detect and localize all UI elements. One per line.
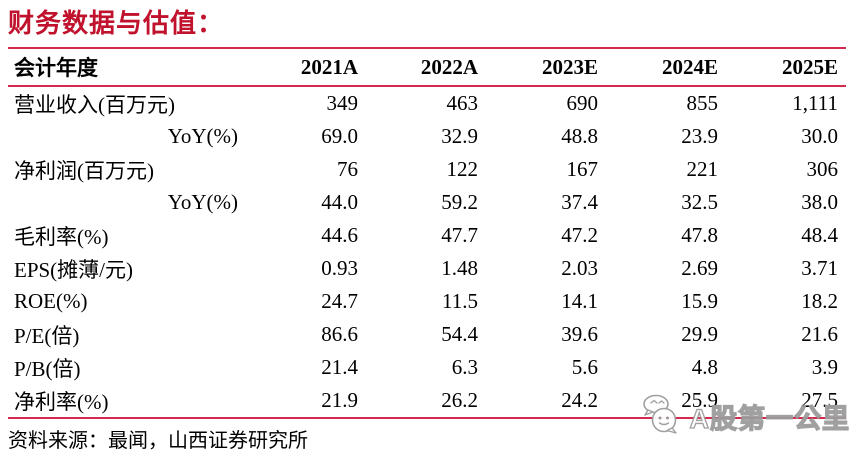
cell-value: 47.2 [561,223,598,247]
table-row: YoY(%) 69.0 32.9 48.8 23.9 30.0 [8,120,846,153]
cell-value: 1,111 [792,91,838,115]
cell-value: 6.3 [451,355,478,379]
cell-value: 5.6 [571,355,598,379]
cell-value: 54.4 [441,322,478,346]
cell-value: 30.0 [801,124,838,148]
cell-value: 24.2 [561,388,598,412]
cell-value: 167 [566,157,599,181]
cell-value: 23.9 [681,124,718,148]
cell-value: 38.0 [801,190,838,214]
cell-value: 2.69 [681,256,718,280]
cell-value: 463 [446,91,479,115]
cell-value: 39.6 [561,322,598,346]
table-row: P/B(倍) 21.4 6.3 5.6 4.8 3.9 [8,351,846,384]
cell-value: 3.71 [801,256,838,280]
row-label: YoY(%) [167,190,238,214]
table-row: 毛利率(%) 44.6 47.7 47.2 47.8 48.4 [8,219,846,252]
cell-value: 37.4 [561,190,598,214]
cell-value: 306 [806,157,839,181]
row-label: P/B(倍) [14,356,81,381]
table-body: 营业收入(百万元) 349 463 690 855 1,111 YoY(%) 69.0 32.9… [8,86,846,418]
cell-value: 221 [686,157,719,181]
cell-value: 2.03 [561,256,598,280]
row-label: EPS(摊薄/元) [14,257,134,282]
row-label: YoY(%) [167,124,238,148]
cell-value: 18.2 [801,289,838,313]
header-cell-year: 2022A [366,48,486,87]
cell-value: 76 [337,157,358,181]
cell-value: 69.0 [321,124,358,148]
header-cell-year: 2025E [726,48,846,87]
cell-value: 26.2 [441,388,478,412]
table-row: ROE(%) 24.7 11.5 14.1 15.9 18.2 [8,285,846,318]
cell-value: 3.9 [811,355,838,379]
row-label: P/E(倍) [14,323,80,348]
row-label: 毛利率(%) [14,224,109,249]
cell-value: 0.93 [321,256,358,280]
cell-value: 27.5 [801,388,838,412]
table-row: 营业收入(百万元) 349 463 690 855 1,111 [8,86,846,120]
cell-value: 15.9 [681,289,718,313]
row-label: ROE(%) [14,289,88,313]
row-label: 净利率(%) [14,389,109,414]
cell-value: 32.5 [681,190,718,214]
cell-value: 47.8 [681,223,718,247]
cell-value: 86.6 [321,322,358,346]
cell-value: 44.6 [321,223,358,247]
header-cell-year: 2024E [606,48,726,87]
cell-value: 11.5 [442,289,478,313]
financial-table: 会计年度 2021A 2022A 2023E 2024E 2025E 营业收入(百万元) 3… [8,47,846,419]
table-header-row: 会计年度 2021A 2022A 2023E 2024E 2025E [8,48,846,87]
cell-value: 32.9 [441,124,478,148]
header-cell-year: 2023E [486,48,606,87]
table-row: 净利润(百万元) 76 122 167 221 306 [8,153,846,186]
cell-value: 349 [326,91,359,115]
table-row: YoY(%) 44.0 59.2 37.4 32.5 38.0 [8,186,846,219]
cell-value: 48.8 [561,124,598,148]
table-row: 净利率(%) 21.9 26.2 24.2 25.9 27.5 [8,384,846,418]
cell-value: 21.9 [321,388,358,412]
table-row: P/E(倍) 86.6 54.4 39.6 29.9 21.6 [8,318,846,351]
cell-value: 122 [446,157,479,181]
cell-value: 59.2 [441,190,478,214]
cell-value: 14.1 [561,289,598,313]
source-note: 资料来源：最闻，山西证券研究所 [8,430,308,452]
cell-value: 21.4 [321,355,358,379]
cell-value: 25.9 [681,388,718,412]
cell-value: 855 [686,91,719,115]
row-label: 净利润(百万元) [14,158,154,183]
cell-value: 690 [566,91,599,115]
cell-value: 21.6 [801,322,838,346]
cell-value: 44.0 [321,190,358,214]
cell-value: 1.48 [441,256,478,280]
cell-value: 47.7 [441,223,478,247]
cell-value: 4.8 [691,355,718,379]
header-cell-year: 2021A [246,48,366,87]
table-row: EPS(摊薄/元) 0.93 1.48 2.03 2.69 3.71 [8,252,846,285]
cell-value: 24.7 [321,289,358,313]
row-label: 营业收入(百万元) [14,92,175,117]
page-title: 财务数据与估值： [8,8,225,38]
header-cell-label: 会计年度 [8,48,246,87]
cell-value: 48.4 [801,223,838,247]
cell-value: 29.9 [681,322,718,346]
